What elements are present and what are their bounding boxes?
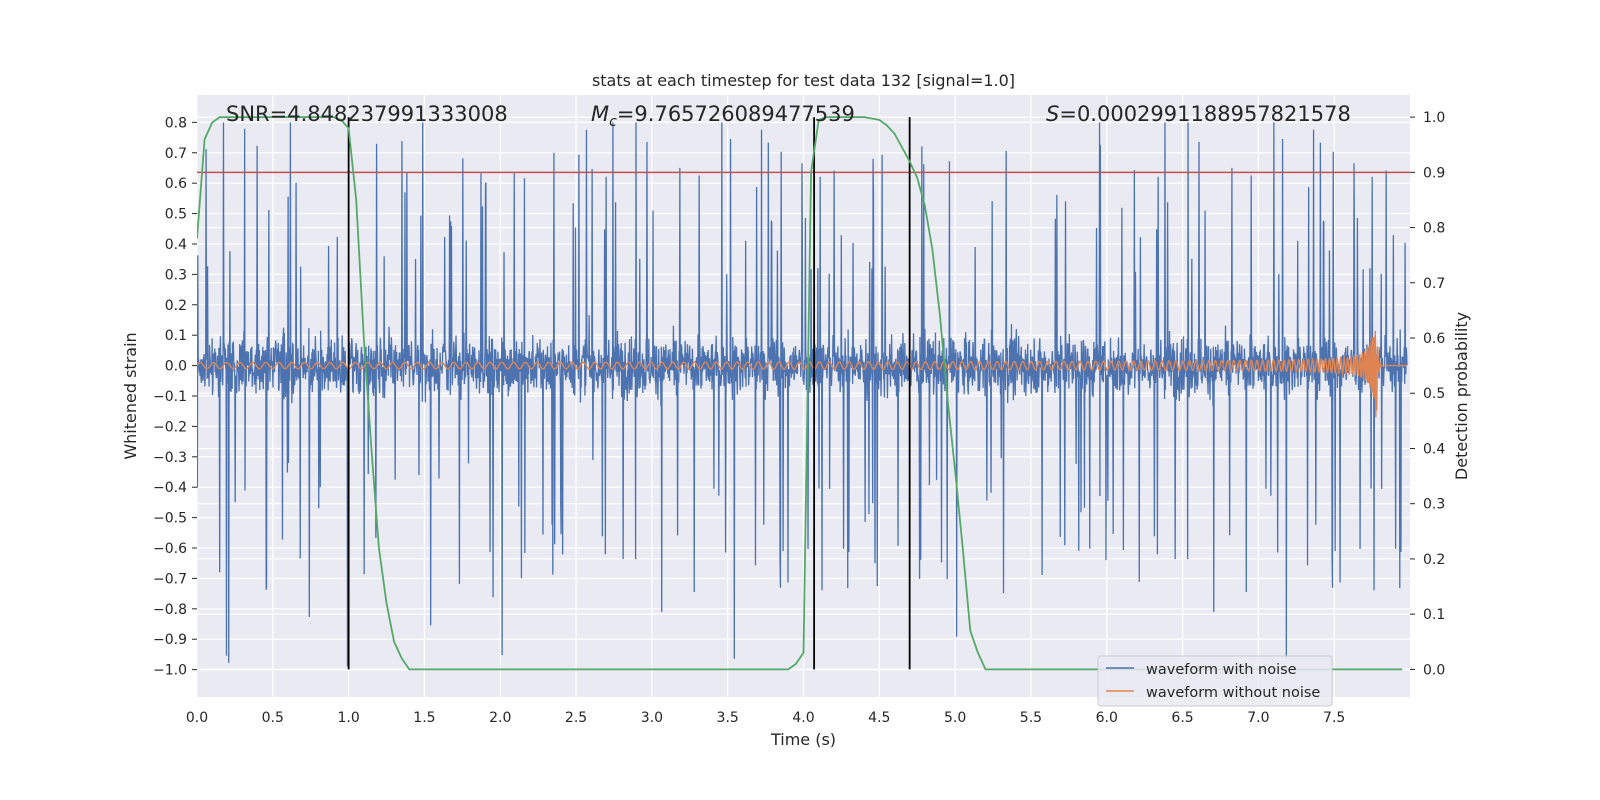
y-tick-label: −0.4 [153,480,187,496]
x-tick-label: 7.5 [1323,710,1345,726]
y-tick-label: 0.7 [165,146,187,162]
legend: waveform with noise waveform without noi… [1097,655,1333,707]
y-axis-ticks: 0.8 0.7 0.6 0.5 0.4 0.3 0.2 0.1 0.0 −0.1 −0.2 −0.3 −… [153,115,197,679]
y2-tick-label: 0.0 [1423,662,1445,678]
series-detection-probability [197,116,1403,671]
x-axis-ticks: 0.0 0.5 1.0 1.5 2.0 2.5 3.0 3.5 4.0 4.5 5.0 5.5 6.0 6… [186,710,1345,726]
y-tick-label: −0.2 [153,419,187,435]
s-value: =0.0002991188957821578 [1059,102,1351,126]
y-tick-label: 0.5 [165,207,187,223]
y-tick-label: 0.8 [165,115,187,131]
y-tick-label: −0.3 [153,450,187,466]
y2-axis-label: Detection probability [1452,312,1471,480]
y-tick-label: 0.3 [165,267,187,283]
snr-annotation: SNR=4.848237991333008 [226,102,508,126]
y2-tick-label: 0.5 [1423,386,1445,402]
y-tick-label: 0.2 [165,298,187,314]
series-waveform-with-noise [197,122,1408,667]
s-annotation: S=0.0002991188957821578 [1046,102,1351,126]
y2-tick-label: 0.8 [1423,221,1445,237]
x-axis-label: Time (s) [770,730,836,749]
y2-tick-label: 1.0 [1423,110,1445,126]
chirp-mass-symbol: M [591,102,609,126]
x-tick-label: 1.5 [413,710,435,726]
legend-label-waveform-without-noise: waveform without noise [1146,685,1320,701]
x-tick-label: 4.5 [868,710,890,726]
boundary-lines [347,117,911,670]
y-tick-label: −0.8 [153,602,187,618]
x-tick-label: 0.0 [186,710,208,726]
series-waveform-without-noise [197,330,1407,418]
y2-tick-label: 0.7 [1423,276,1445,292]
chirp-mass-annotation: Mc=9.765726089477539 [591,102,855,130]
x-tick-label: 1.0 [337,710,359,726]
y2-axis-ticks: 1.0 0.9 0.8 0.7 0.6 0.5 0.4 0.3 0.2 0.1 0.0 [1410,110,1445,678]
x-tick-label: 4.0 [792,710,814,726]
y2-tick-label: 0.3 [1423,497,1445,513]
y-tick-label: 0.0 [165,359,187,375]
x-tick-label: 7.0 [1247,710,1269,726]
x-tick-label: 3.5 [717,710,739,726]
y-tick-label: −0.1 [153,389,187,405]
y-tick-label: −0.9 [153,632,187,648]
y-tick-label: −0.7 [153,571,187,587]
chirp-mass-value: =9.765726089477539 [617,102,855,126]
x-tick-label: 6.5 [1171,710,1193,726]
y2-tick-label: 0.1 [1423,607,1445,623]
x-tick-label: 2.5 [565,710,587,726]
y-tick-label: 0.1 [165,328,187,344]
y2-tick-label: 0.2 [1423,552,1445,568]
chart-title: stats at each timestep for test data 132… [592,71,1015,90]
y-tick-label: 0.4 [165,237,187,253]
legend-label-waveform-with-noise: waveform with noise [1146,662,1297,678]
y-tick-label: −0.5 [153,511,187,527]
y-axis-label: Whitened strain [121,332,140,459]
y2-tick-label: 0.9 [1423,165,1445,181]
s-symbol: S [1046,102,1059,126]
y-tick-label: 0.6 [165,176,187,192]
x-tick-label: 0.5 [262,710,284,726]
x-tick-label: 6.0 [1096,710,1118,726]
x-tick-label: 3.0 [641,710,663,726]
y-tick-label: −0.6 [153,541,187,557]
x-tick-label: 2.0 [489,710,511,726]
x-tick-label: 5.5 [1020,710,1042,726]
y2-tick-label: 0.4 [1423,441,1445,457]
x-tick-label: 5.0 [944,710,966,726]
y-tick-label: −1.0 [153,663,187,679]
legend-box [1097,655,1333,707]
chirp-mass-subscript: c [609,114,617,130]
y2-tick-label: 0.6 [1423,331,1445,347]
